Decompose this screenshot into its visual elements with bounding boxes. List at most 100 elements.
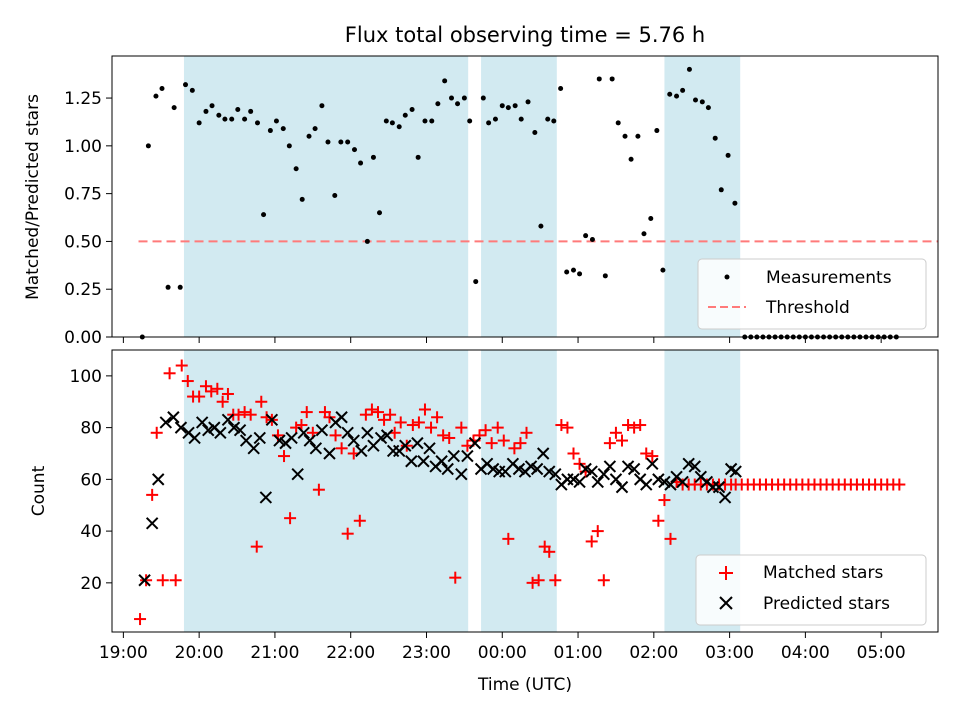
measurement-point <box>512 103 518 109</box>
measurement-point <box>286 143 292 149</box>
matched-star-point <box>549 574 562 587</box>
measurement-point <box>532 129 538 135</box>
legend-matched-marker <box>719 566 733 580</box>
predicted-star-point <box>355 444 368 458</box>
predicted-star-point <box>265 413 279 427</box>
predicted-star-point <box>640 478 653 491</box>
predicted-star-point <box>285 431 298 445</box>
bottom-x-tick-label: 02:00 <box>629 643 678 663</box>
matched-star-point <box>491 421 504 434</box>
top-y-tick-label: 0.25 <box>64 280 102 300</box>
matched-star-point <box>485 437 498 450</box>
top-y-tick-label: 1.25 <box>64 89 102 109</box>
predicted-x-b <box>214 426 227 439</box>
matched-star-point <box>371 406 384 419</box>
matched-star-point <box>335 442 348 455</box>
predicted-x-b <box>480 457 494 471</box>
measurement-point <box>551 118 557 124</box>
predicted-x-b <box>411 436 424 450</box>
predicted-x-b <box>633 473 647 486</box>
matched-star-point <box>591 525 604 538</box>
measurement-point <box>680 87 686 93</box>
measurement-point <box>589 237 595 243</box>
predicted-x-b <box>729 465 742 478</box>
predicted-x-b <box>579 462 592 476</box>
measurement-point <box>351 147 357 153</box>
predicted-x-b <box>621 460 635 473</box>
measurement-point <box>396 124 402 130</box>
bottom-legend-box <box>695 554 927 626</box>
predicted-x-b <box>247 442 260 455</box>
predicted-x-b <box>627 462 641 476</box>
predicted-x-b <box>543 465 556 478</box>
measurement-point <box>325 139 331 145</box>
predicted-x-b <box>530 462 544 476</box>
predicted-x-b <box>549 467 562 481</box>
predicted-x-b <box>597 467 611 481</box>
matched-star-point <box>597 574 610 587</box>
predicted-star-point <box>188 431 201 445</box>
predicted-x-b <box>167 411 180 424</box>
matched-star-point <box>295 419 308 432</box>
matched-star-point <box>603 437 616 450</box>
matched-star-point <box>479 424 492 437</box>
measurement-point <box>248 108 254 114</box>
predicted-x-b <box>603 460 617 473</box>
matched-star-point <box>329 429 342 442</box>
measurement-point <box>319 103 325 109</box>
matched-star-point <box>664 532 677 545</box>
predicted-x-b <box>512 462 526 476</box>
matched-star-point <box>353 514 366 527</box>
predicted-x-b <box>688 460 701 473</box>
measurement-point <box>473 279 479 285</box>
bottom-shade-0 <box>183 350 469 632</box>
predicted-star-point <box>597 467 611 481</box>
top-shade-1 <box>481 56 557 337</box>
measurement-point <box>725 152 731 158</box>
bottom-x-tick-label: 20:00 <box>175 643 224 663</box>
matched-star-point <box>406 419 419 432</box>
predicted-star-point <box>627 462 641 476</box>
measurement-point <box>486 120 492 126</box>
predicted-star-point <box>233 423 247 437</box>
measurement-point <box>209 103 215 109</box>
bottom-y-ticks: 20 40 60 80 100 <box>70 367 112 594</box>
measurement-point <box>415 154 421 160</box>
top-y-tick-label: 0.50 <box>64 232 102 252</box>
matched-star-point <box>514 437 527 450</box>
matched-star-point <box>232 408 245 421</box>
measurement-point <box>499 103 505 109</box>
predicted-star-point <box>435 455 448 468</box>
matched-star-point <box>622 419 635 432</box>
measurement-point <box>686 66 692 72</box>
measurement-point <box>525 99 531 105</box>
predicted-star-point <box>174 421 188 434</box>
predicted-x-b <box>536 447 550 460</box>
measurement-point <box>165 284 171 290</box>
predicted-x-b <box>309 442 323 455</box>
top-x-ticks <box>122 337 882 343</box>
predicted-star-point <box>247 442 260 455</box>
measurement-point <box>699 99 705 105</box>
predicted-star-point <box>405 455 418 468</box>
top-legend: Measurements Threshold <box>697 258 927 330</box>
predicted-x-b <box>323 447 336 460</box>
top-y-ticks: 0.00 0.25 0.50 0.75 1.00 1.25 <box>64 89 112 348</box>
predicted-x-b <box>195 416 209 429</box>
measurement-point <box>383 118 389 124</box>
matched-star-point <box>532 574 545 587</box>
matched-star-point <box>628 421 641 434</box>
predicted-x-b <box>253 431 266 445</box>
measurement-point <box>429 118 435 124</box>
top-y-tick-label: 0.00 <box>64 328 102 348</box>
measurement-point <box>622 133 628 139</box>
predicted-x-b <box>341 426 354 439</box>
predicted-x-b <box>567 473 580 486</box>
x-axis-label: Time (UTC) <box>477 675 572 695</box>
predicted-star-point <box>530 462 544 476</box>
bottom-y-tick-label: 80 <box>80 419 102 439</box>
bottom-legend: Matched stars Predicted stars <box>695 554 927 626</box>
bottom-x-tick-label: 00:00 <box>478 643 527 663</box>
measurement-point <box>718 187 724 193</box>
measurement-point <box>409 107 415 113</box>
